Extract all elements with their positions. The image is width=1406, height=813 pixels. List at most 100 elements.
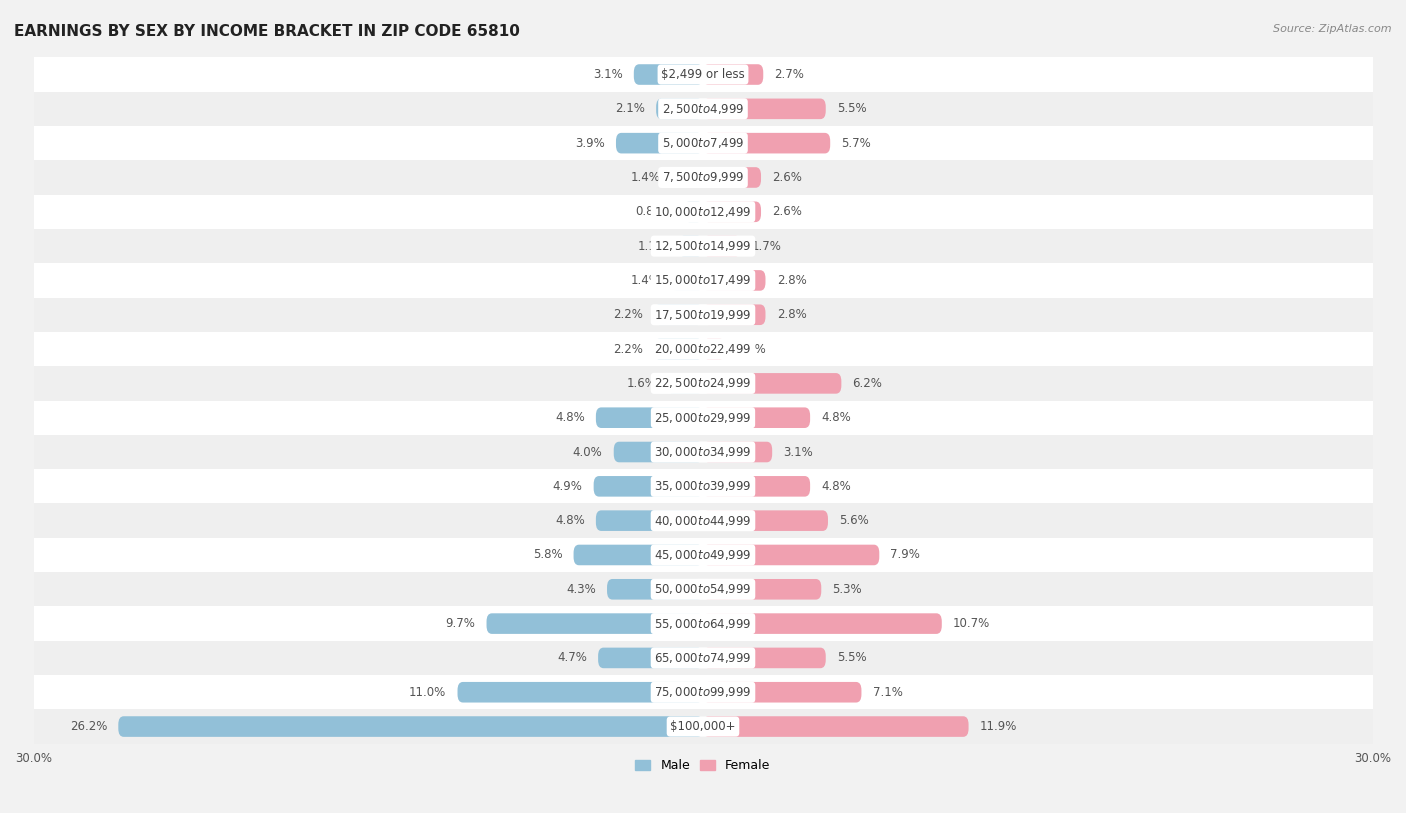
FancyBboxPatch shape [457, 682, 703, 702]
Text: 7.1%: 7.1% [873, 685, 903, 698]
Bar [0, 92, 1406, 126]
Text: $50,000 to $54,999: $50,000 to $54,999 [654, 582, 752, 596]
FancyBboxPatch shape [657, 98, 703, 120]
Text: $17,500 to $19,999: $17,500 to $19,999 [654, 308, 752, 322]
Text: 5.5%: 5.5% [837, 651, 866, 664]
Text: $30,000 to $34,999: $30,000 to $34,999 [654, 445, 752, 459]
Text: 1.6%: 1.6% [626, 377, 657, 390]
Text: 2.7%: 2.7% [775, 68, 804, 81]
FancyBboxPatch shape [703, 441, 772, 463]
FancyBboxPatch shape [703, 511, 828, 531]
Bar [0, 710, 1406, 744]
Bar [0, 160, 1406, 194]
FancyBboxPatch shape [672, 167, 703, 188]
FancyBboxPatch shape [596, 407, 703, 428]
Text: 4.8%: 4.8% [555, 411, 585, 424]
Text: $45,000 to $49,999: $45,000 to $49,999 [654, 548, 752, 562]
Bar [0, 675, 1406, 710]
Text: 4.8%: 4.8% [821, 480, 851, 493]
Text: Source: ZipAtlas.com: Source: ZipAtlas.com [1274, 24, 1392, 34]
FancyBboxPatch shape [703, 648, 825, 668]
FancyBboxPatch shape [703, 339, 725, 359]
Text: $20,000 to $22,499: $20,000 to $22,499 [654, 342, 752, 356]
Bar [0, 194, 1406, 229]
Text: 2.1%: 2.1% [614, 102, 645, 115]
FancyBboxPatch shape [486, 613, 703, 634]
Text: 9.7%: 9.7% [446, 617, 475, 630]
Bar [0, 538, 1406, 572]
Text: $65,000 to $74,999: $65,000 to $74,999 [654, 651, 752, 665]
Bar [0, 503, 1406, 538]
Text: 7.9%: 7.9% [890, 549, 921, 562]
FancyBboxPatch shape [703, 64, 763, 85]
FancyBboxPatch shape [703, 373, 841, 393]
Text: 3.9%: 3.9% [575, 137, 605, 150]
Bar [0, 263, 1406, 298]
FancyBboxPatch shape [683, 202, 703, 222]
Text: 2.2%: 2.2% [613, 342, 643, 355]
FancyBboxPatch shape [703, 270, 765, 291]
Text: 4.8%: 4.8% [555, 514, 585, 527]
FancyBboxPatch shape [703, 98, 825, 120]
Text: $25,000 to $29,999: $25,000 to $29,999 [654, 411, 752, 424]
Bar [0, 572, 1406, 606]
Text: 2.8%: 2.8% [776, 308, 807, 321]
FancyBboxPatch shape [703, 716, 969, 737]
FancyBboxPatch shape [703, 304, 765, 325]
FancyBboxPatch shape [654, 304, 703, 325]
Text: $10,000 to $12,499: $10,000 to $12,499 [654, 205, 752, 219]
Text: 2.8%: 2.8% [776, 274, 807, 287]
Text: $100,000+: $100,000+ [671, 720, 735, 733]
Text: 26.2%: 26.2% [70, 720, 107, 733]
Legend: Male, Female: Male, Female [630, 754, 776, 777]
FancyBboxPatch shape [593, 476, 703, 497]
FancyBboxPatch shape [703, 236, 741, 256]
Text: 5.6%: 5.6% [839, 514, 869, 527]
Text: $7,500 to $9,999: $7,500 to $9,999 [662, 171, 744, 185]
Text: 1.4%: 1.4% [631, 171, 661, 184]
FancyBboxPatch shape [616, 133, 703, 154]
Bar [0, 229, 1406, 263]
Text: 5.3%: 5.3% [832, 583, 862, 596]
Text: 4.3%: 4.3% [567, 583, 596, 596]
FancyBboxPatch shape [703, 579, 821, 599]
Text: 1.7%: 1.7% [752, 240, 782, 253]
Text: 1.0%: 1.0% [737, 342, 766, 355]
Text: 3.1%: 3.1% [593, 68, 623, 81]
FancyBboxPatch shape [672, 270, 703, 291]
Bar [0, 469, 1406, 503]
Bar [0, 126, 1406, 160]
FancyBboxPatch shape [654, 339, 703, 359]
FancyBboxPatch shape [118, 716, 703, 737]
Text: 4.8%: 4.8% [821, 411, 851, 424]
Bar [0, 332, 1406, 366]
Text: $5,000 to $7,499: $5,000 to $7,499 [662, 136, 744, 150]
Bar [0, 298, 1406, 332]
Text: $55,000 to $64,999: $55,000 to $64,999 [654, 616, 752, 631]
Text: 1.4%: 1.4% [631, 274, 661, 287]
Text: 5.5%: 5.5% [837, 102, 866, 115]
Text: 11.0%: 11.0% [409, 685, 446, 698]
Text: 2.2%: 2.2% [613, 308, 643, 321]
Text: 10.7%: 10.7% [953, 617, 990, 630]
Bar [0, 401, 1406, 435]
FancyBboxPatch shape [634, 64, 703, 85]
FancyBboxPatch shape [614, 441, 703, 463]
Bar [0, 435, 1406, 469]
FancyBboxPatch shape [607, 579, 703, 599]
Bar [0, 641, 1406, 675]
FancyBboxPatch shape [703, 407, 810, 428]
Text: 6.2%: 6.2% [852, 377, 883, 390]
Text: $40,000 to $44,999: $40,000 to $44,999 [654, 514, 752, 528]
FancyBboxPatch shape [703, 167, 761, 188]
Text: 2.6%: 2.6% [772, 171, 801, 184]
Text: $2,499 or less: $2,499 or less [661, 68, 745, 81]
Text: $75,000 to $99,999: $75,000 to $99,999 [654, 685, 752, 699]
Text: $15,000 to $17,499: $15,000 to $17,499 [654, 273, 752, 288]
FancyBboxPatch shape [703, 476, 810, 497]
Text: $2,500 to $4,999: $2,500 to $4,999 [662, 102, 744, 115]
FancyBboxPatch shape [596, 511, 703, 531]
Bar [0, 606, 1406, 641]
Text: 0.86%: 0.86% [636, 206, 672, 219]
Bar [0, 58, 1406, 92]
